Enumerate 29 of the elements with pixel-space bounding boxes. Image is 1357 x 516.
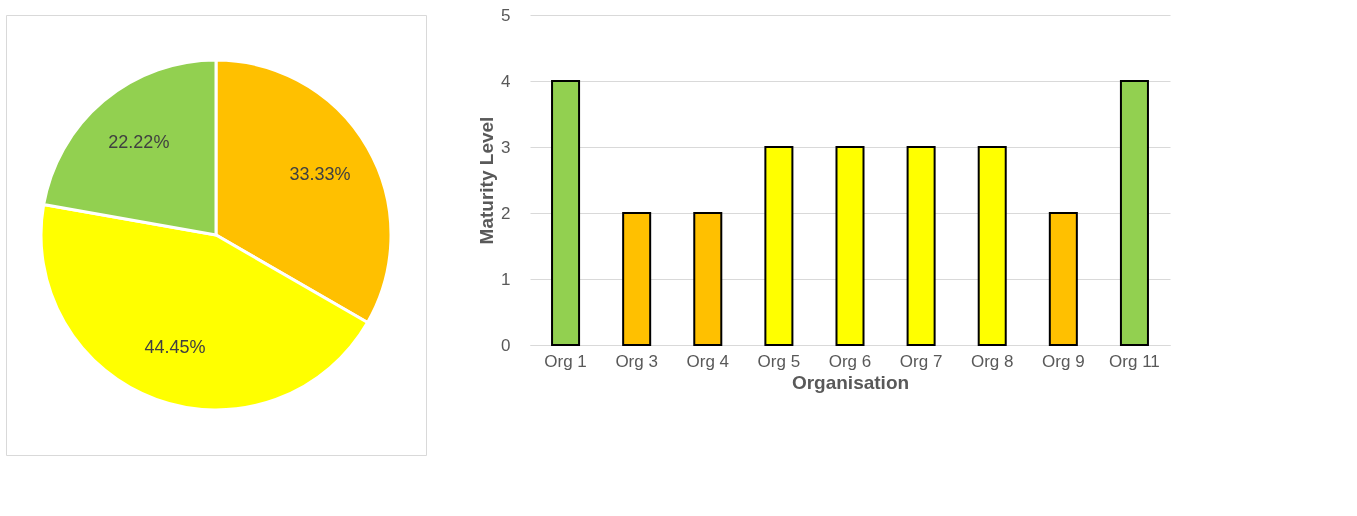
- bar: [906, 146, 936, 346]
- x-tick-label: Org 4: [686, 351, 730, 371]
- x-tick-label: Org 5: [757, 351, 801, 371]
- y-tick-label: 1: [501, 269, 511, 289]
- x-tick-label: Org 11: [1109, 351, 1160, 371]
- y-tick-label: 3: [501, 137, 511, 157]
- y-tick-label: 0: [501, 335, 511, 355]
- x-axis-title: Organisation: [791, 371, 910, 393]
- y-tick-label: 5: [501, 5, 511, 25]
- data-label: 44.45%: [144, 336, 206, 357]
- bar: [622, 212, 652, 346]
- bar: [764, 146, 794, 346]
- x-tick-label: Org 8: [970, 351, 1014, 371]
- bar: [977, 146, 1007, 346]
- y-axis-title: Maturity Level: [476, 116, 498, 245]
- bar: [835, 146, 865, 346]
- y-tick-label: 4: [501, 71, 511, 91]
- bar: [1048, 212, 1078, 346]
- data-label: 33.33%: [289, 163, 351, 184]
- y-tick-label: 2: [501, 203, 511, 223]
- x-tick-label: Org 3: [615, 351, 658, 371]
- x-tick-label: Org 6: [828, 351, 872, 371]
- x-tick-label: Org 9: [1042, 351, 1085, 371]
- x-tick-label: Org 1: [544, 351, 587, 371]
- bar: [551, 80, 581, 346]
- bar: [693, 212, 723, 346]
- bar: [1119, 80, 1149, 346]
- data-label: 22.22%: [108, 132, 170, 153]
- x-tick-label: Org 7: [899, 351, 943, 371]
